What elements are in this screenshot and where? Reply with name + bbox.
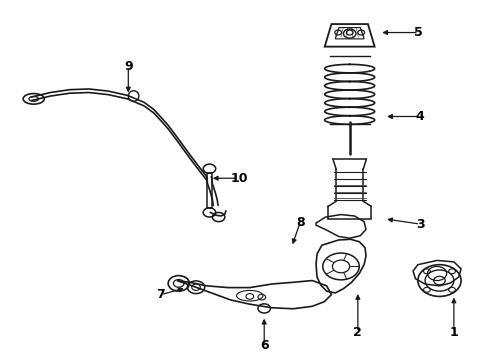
Text: 1: 1 [449, 326, 458, 339]
Text: 4: 4 [416, 110, 425, 123]
Text: 7: 7 [157, 288, 165, 301]
Text: 6: 6 [260, 339, 269, 352]
Text: 9: 9 [124, 60, 133, 73]
Text: 8: 8 [296, 216, 305, 229]
Text: 10: 10 [230, 172, 248, 185]
Text: 3: 3 [416, 217, 425, 231]
Text: 5: 5 [415, 26, 423, 39]
Text: 2: 2 [353, 326, 362, 339]
